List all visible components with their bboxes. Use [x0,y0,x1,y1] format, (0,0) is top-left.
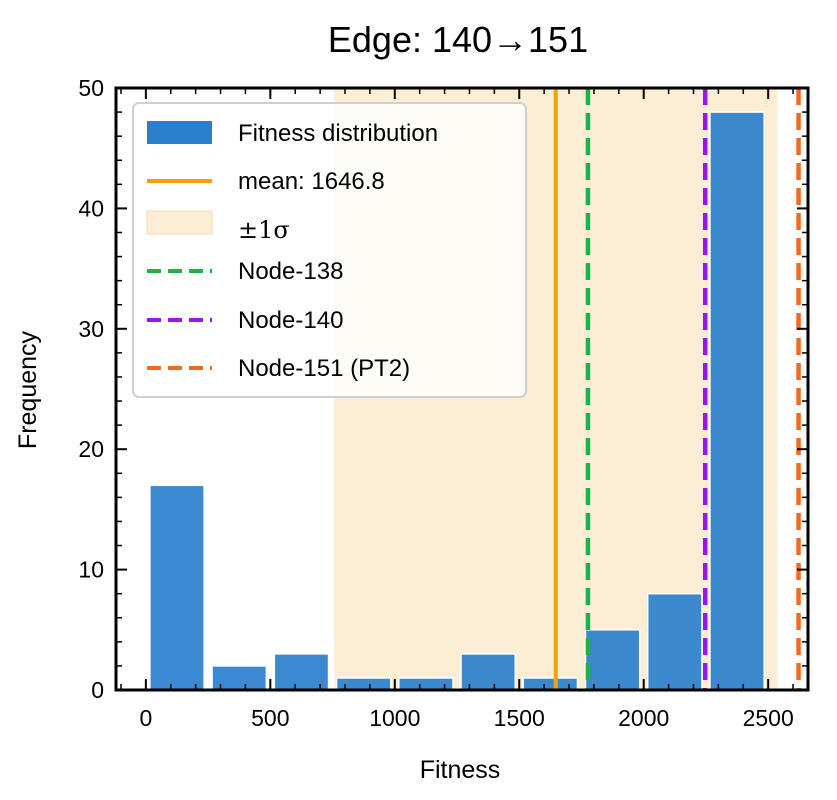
histogram-bar [646,592,703,691]
plot-frame [114,86,810,692]
y-tick-label: 30 [78,316,104,342]
legend-label-node-138: Node-138 [238,258,343,285]
legend-label-node-140: Node-140 [238,307,343,334]
x-axis-label: Fitness [420,756,501,784]
histogram-bar [273,653,330,691]
histogram-bar [584,629,641,691]
histogram-bar [709,111,765,691]
histogram-bar [149,484,205,691]
x-tick-label: 1000 [369,705,420,731]
legend-label-mean: mean: 1646.8 [238,168,385,195]
x-tick-label: 1500 [494,705,545,731]
x-tick-label: 0 [139,705,152,731]
y-tick-label: 20 [78,436,104,462]
x-tick-label: 2000 [618,705,669,731]
x-tick-label: 2500 [743,705,794,731]
legend-label-sigma: ±1σ [238,216,290,244]
y-tick-label: 0 [91,677,104,703]
legend-label-node-151: Node-151 (PT2) [238,355,410,382]
y-axis-label: Frequency [14,330,42,449]
legend-label-distribution: Fitness distribution [238,120,438,147]
legend-swatch-distribution [147,121,212,144]
x-tick-label: 500 [251,705,289,731]
y-tick-label: 50 [78,75,104,101]
chart-title: Edge: 140→151 [328,19,588,60]
y-tick-label: 10 [78,557,104,583]
legend: Fitness distribution mean: 1646.8 ±1σ No… [132,102,527,398]
legend-swatch-sigma [146,210,213,235]
y-tick-label: 40 [78,195,104,221]
